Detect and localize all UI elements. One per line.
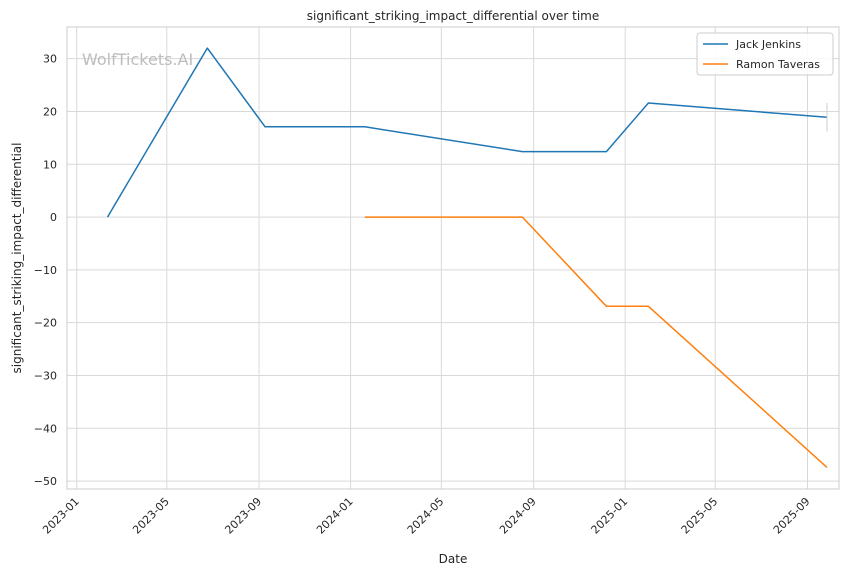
data-point-ramon-taveras <box>363 215 367 219</box>
series-layer <box>106 47 828 468</box>
y-tick-label: −30 <box>34 369 57 382</box>
data-point-jack-jenkins <box>106 215 110 219</box>
plot-frame <box>66 26 840 490</box>
data-point-jack-jenkins <box>520 150 524 154</box>
data-point-ramon-taveras <box>646 304 650 308</box>
data-point-ramon-taveras <box>520 215 524 219</box>
legend-box <box>696 32 834 76</box>
data-point-jack-jenkins <box>363 125 367 129</box>
y-tick-label: −50 <box>34 475 57 488</box>
legend-label-jack-jenkins: Jack Jenkins <box>735 38 801 51</box>
legend-label-ramon-taveras: Ramon Taveras <box>736 58 820 71</box>
x-axis-label: Date <box>439 552 468 566</box>
y-axis-label: significant_striking_impact_differential <box>10 143 24 374</box>
chart-title: significant_striking_impact_differential… <box>307 9 599 23</box>
data-point-jack-jenkins <box>205 46 209 50</box>
series-line-ramon-taveras <box>364 216 828 468</box>
data-point-jack-jenkins <box>646 101 650 105</box>
y-tick-label: 20 <box>43 105 57 118</box>
data-point-ramon-taveras <box>604 304 608 308</box>
data-point-jack-jenkins <box>263 125 267 129</box>
y-tick-label: −40 <box>34 422 57 435</box>
y-tick-label: 10 <box>43 158 57 171</box>
data-point-ramon-taveras <box>825 465 829 469</box>
y-tick-label: −20 <box>34 317 57 330</box>
y-tick-label: 30 <box>43 53 57 66</box>
data-point-jack-jenkins <box>604 150 608 154</box>
marker-layer <box>106 46 829 469</box>
series-line-jack-jenkins <box>106 47 828 218</box>
y-tick-label: 0 <box>50 211 57 224</box>
watermark: WolfTickets.AI <box>82 50 193 69</box>
y-tick-label: −10 <box>34 264 57 277</box>
y-tick-labels: 30 20 10 0 −10 −20 −30 −40 −50 <box>34 53 57 488</box>
legend: Jack Jenkins Ramon Taveras <box>696 32 834 76</box>
